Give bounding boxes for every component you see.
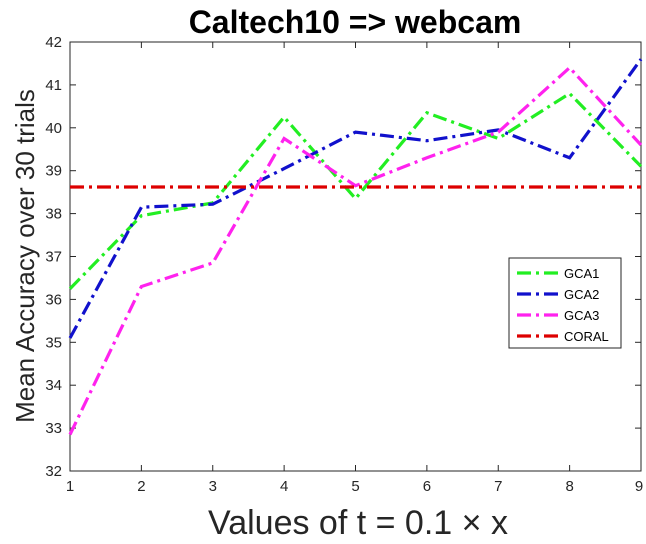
- x-tick-label: 2: [137, 478, 145, 495]
- y-tick-label: 41: [45, 77, 62, 94]
- x-tick-label: 9: [635, 478, 643, 495]
- y-tick-label: 42: [45, 34, 62, 51]
- y-tick-label: 40: [45, 120, 62, 137]
- x-tick-label: 3: [209, 478, 217, 495]
- x-tick-label: 6: [423, 478, 431, 495]
- y-tick-label: 34: [45, 377, 62, 394]
- plot-frame: [69, 41, 642, 472]
- series-line-gca3: [68, 65, 643, 436]
- y-tick-label: 37: [45, 249, 62, 266]
- y-tick-label: 33: [45, 420, 62, 437]
- series-line-gca2: [68, 58, 643, 339]
- legend-label-gca3: GCA3: [564, 308, 599, 323]
- x-tick-label: 5: [351, 478, 359, 495]
- x-tick-label: 1: [66, 478, 74, 495]
- legend-label-gca2: GCA2: [564, 287, 599, 302]
- y-axis: 32 33 34 35 36 37 38 39 40 41 42: [45, 34, 641, 480]
- x-tick-label: 4: [280, 478, 288, 495]
- x-axis-label: Values of t = 0.1 × x: [208, 504, 508, 542]
- chart-title: Caltech10 => webcam: [189, 4, 522, 40]
- y-tick-label: 38: [45, 206, 62, 223]
- y-tick-label: 35: [45, 334, 62, 351]
- legend-label-coral: CORAL: [564, 329, 609, 344]
- x-tick-label: 7: [494, 478, 502, 495]
- x-tick-label: 8: [565, 478, 573, 495]
- y-tick-label: 36: [45, 291, 62, 308]
- legend-label-gca1: GCA1: [564, 266, 599, 281]
- y-axis-label: Mean Accuracy over 30 trials: [10, 89, 40, 423]
- x-axis: 1 2 3 4 5 6 7 8 9: [66, 42, 643, 495]
- legend: GCA1 GCA2 GCA3 CORAL: [508, 257, 622, 349]
- series-lines: [68, 58, 643, 436]
- y-tick-label: 39: [45, 163, 62, 180]
- y-tick-label: 32: [45, 463, 62, 480]
